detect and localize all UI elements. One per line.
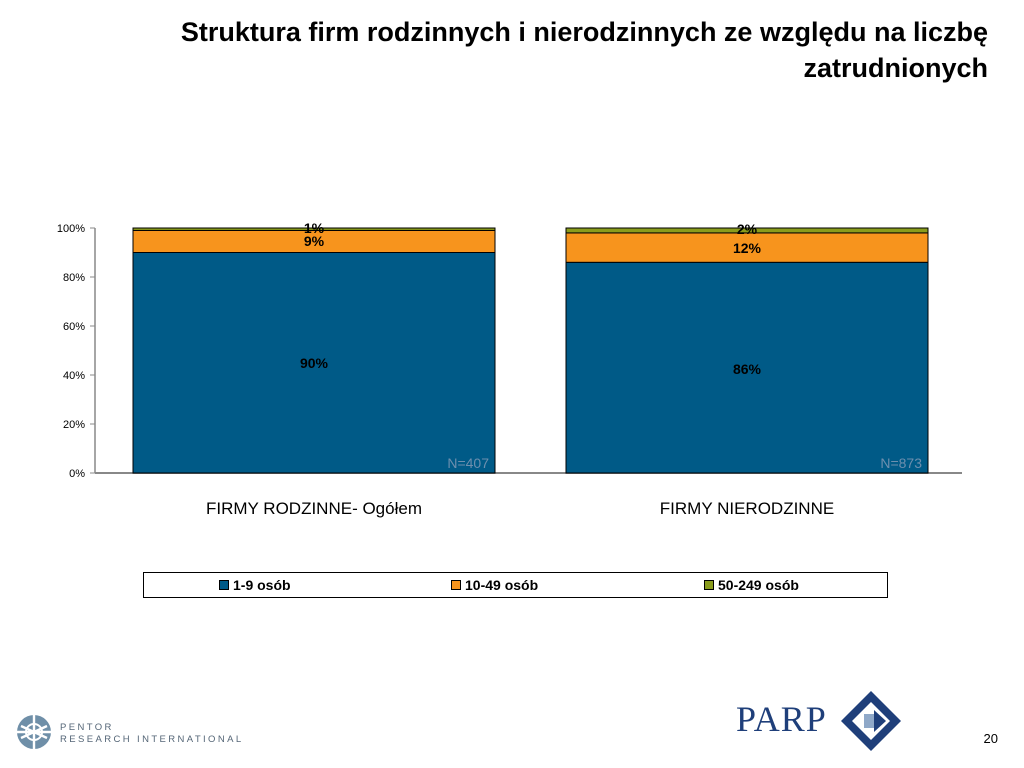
y-tick-label: 80% bbox=[63, 272, 85, 284]
legend-label: 1-9 osób bbox=[233, 577, 291, 593]
y-tick-label: 0% bbox=[69, 468, 85, 480]
bar-segment bbox=[132, 252, 496, 474]
sample-size-label: N=873 bbox=[880, 455, 922, 471]
page-number: 20 bbox=[983, 731, 998, 746]
bar-segment bbox=[565, 227, 929, 234]
parp-wordmark: PARP bbox=[736, 699, 827, 739]
data-label: 90% bbox=[300, 355, 329, 371]
chart-bars bbox=[132, 227, 929, 474]
pentor-wordmark: PENTOR RESEARCH INTERNATIONAL bbox=[60, 722, 244, 746]
legend-item: 10-49 osób bbox=[451, 577, 538, 593]
legend-label: 10-49 osób bbox=[465, 577, 539, 593]
sample-size-label: N=407 bbox=[447, 455, 489, 471]
bar-segment bbox=[565, 261, 929, 474]
legend-swatch bbox=[219, 580, 229, 590]
data-label: 86% bbox=[733, 361, 762, 377]
legend-swatch bbox=[704, 580, 714, 590]
y-tick-label: 100% bbox=[57, 223, 85, 235]
bar-segment bbox=[565, 232, 929, 263]
data-label: 12% bbox=[733, 240, 762, 256]
y-tick-label: 40% bbox=[63, 370, 85, 382]
chart-legend: 1-9 osób 10-49 osób 50-249 osób bbox=[143, 572, 888, 598]
pentor-line1: PENTOR bbox=[60, 722, 114, 733]
page-title: Struktura firm rodzinnych i nierodzinnyc… bbox=[180, 17, 988, 83]
data-label: 1% bbox=[304, 220, 325, 236]
legend-item: 1-9 osób bbox=[219, 577, 291, 593]
category-label: FIRMY RODZINNE- Ogółem bbox=[206, 499, 422, 518]
legend-label: 50-249 osób bbox=[718, 577, 799, 593]
parp-diamond-icon bbox=[841, 691, 901, 751]
y-tick-label: 60% bbox=[63, 321, 85, 333]
pentor-line2: RESEARCH INTERNATIONAL bbox=[60, 734, 244, 745]
data-label: 2% bbox=[737, 221, 758, 237]
category-label: FIRMY NIERODZINNE bbox=[660, 499, 834, 518]
pentor-globe-icon bbox=[17, 715, 51, 749]
bar-segment bbox=[132, 227, 496, 231]
stacked-bar-chart: 0% 20% 40% 60% 80% 100% FIRMY RODZINNE- Ogółe… bbox=[57, 220, 962, 518]
data-label: 9% bbox=[304, 233, 325, 249]
chart-labels: FIRMY RODZINNE- Ogółem FIRMY NIERODZINNE 9… bbox=[206, 220, 922, 518]
pentor-logo: PENTOR RESEARCH INTERNATIONAL bbox=[16, 714, 246, 754]
legend-swatch bbox=[451, 580, 461, 590]
y-tick-label: 20% bbox=[63, 419, 85, 431]
parp-logo: PARP bbox=[736, 690, 906, 751]
legend-item: 50-249 osób bbox=[704, 577, 799, 593]
